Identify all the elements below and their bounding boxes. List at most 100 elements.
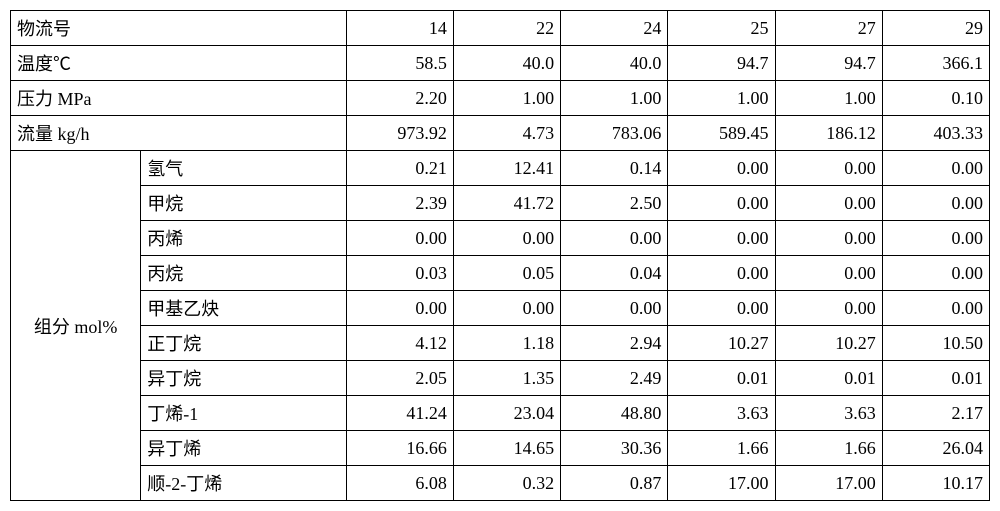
cell: 1.66 [668,431,775,466]
cell: 1.66 [775,431,882,466]
component-label: 异丁烷 [141,361,346,396]
cell: 0.00 [346,291,453,326]
row-label: 压力 MPa [11,81,347,116]
cell: 0.01 [775,361,882,396]
cell: 973.92 [346,116,453,151]
cell: 0.00 [775,221,882,256]
cell: 0.00 [882,221,989,256]
cell: 2.49 [561,361,668,396]
cell: 1.00 [561,81,668,116]
cell: 22 [453,11,560,46]
cell: 2.50 [561,186,668,221]
cell: 2.94 [561,326,668,361]
cell: 1.00 [775,81,882,116]
table-row: 正丁烷 4.12 1.18 2.94 10.27 10.27 10.50 [11,326,990,361]
cell: 0.21 [346,151,453,186]
cell: 0.00 [882,256,989,291]
table-row: 异丁烯 16.66 14.65 30.36 1.66 1.66 26.04 [11,431,990,466]
cell: 17.00 [668,466,775,501]
cell: 94.7 [775,46,882,81]
cell: 94.7 [668,46,775,81]
table-body: 物流号 14 22 24 25 27 29 温度℃ 58.5 40.0 40.0… [11,11,990,501]
cell: 30.36 [561,431,668,466]
cell: 0.00 [882,151,989,186]
row-label: 物流号 [11,11,347,46]
cell: 0.00 [882,291,989,326]
cell: 26.04 [882,431,989,466]
cell: 1.35 [453,361,560,396]
cell: 10.17 [882,466,989,501]
cell: 58.5 [346,46,453,81]
component-label: 氢气 [141,151,346,186]
cell: 4.73 [453,116,560,151]
cell: 40.0 [453,46,560,81]
table-row: 丁烯-1 41.24 23.04 48.80 3.63 3.63 2.17 [11,396,990,431]
cell: 0.00 [775,256,882,291]
cell: 0.10 [882,81,989,116]
cell: 0.32 [453,466,560,501]
cell: 0.00 [668,256,775,291]
cell: 2.39 [346,186,453,221]
cell: 25 [668,11,775,46]
cell: 0.01 [668,361,775,396]
cell: 29 [882,11,989,46]
table-row: 流量 kg/h 973.92 4.73 783.06 589.45 186.12… [11,116,990,151]
cell: 403.33 [882,116,989,151]
cell: 2.17 [882,396,989,431]
cell: 186.12 [775,116,882,151]
row-label: 流量 kg/h [11,116,347,151]
cell: 41.72 [453,186,560,221]
table-row: 丙烷 0.03 0.05 0.04 0.00 0.00 0.00 [11,256,990,291]
table-row: 压力 MPa 2.20 1.00 1.00 1.00 1.00 0.10 [11,81,990,116]
cell: 1.00 [453,81,560,116]
cell: 0.04 [561,256,668,291]
cell: 10.27 [668,326,775,361]
table-row: 甲烷 2.39 41.72 2.50 0.00 0.00 0.00 [11,186,990,221]
cell: 2.20 [346,81,453,116]
component-label: 丙烯 [141,221,346,256]
cell: 0.00 [561,291,668,326]
cell: 366.1 [882,46,989,81]
cell: 3.63 [775,396,882,431]
cell: 41.24 [346,396,453,431]
cell: 3.63 [668,396,775,431]
cell: 0.00 [668,291,775,326]
cell: 0.00 [668,186,775,221]
cell: 14.65 [453,431,560,466]
component-label: 甲烷 [141,186,346,221]
cell: 2.05 [346,361,453,396]
cell: 14 [346,11,453,46]
cell: 0.00 [668,221,775,256]
cell: 4.12 [346,326,453,361]
row-label: 温度℃ [11,46,347,81]
component-label: 异丁烯 [141,431,346,466]
table-row: 甲基乙炔 0.00 0.00 0.00 0.00 0.00 0.00 [11,291,990,326]
component-label: 丁烯-1 [141,396,346,431]
table-row: 异丁烷 2.05 1.35 2.49 0.01 0.01 0.01 [11,361,990,396]
cell: 24 [561,11,668,46]
table-row: 温度℃ 58.5 40.0 40.0 94.7 94.7 366.1 [11,46,990,81]
cell: 17.00 [775,466,882,501]
cell: 6.08 [346,466,453,501]
cell: 23.04 [453,396,560,431]
cell: 589.45 [668,116,775,151]
cell: 40.0 [561,46,668,81]
cell: 0.05 [453,256,560,291]
cell: 1.18 [453,326,560,361]
table-row: 物流号 14 22 24 25 27 29 [11,11,990,46]
cell: 0.87 [561,466,668,501]
cell: 0.03 [346,256,453,291]
cell: 0.00 [346,221,453,256]
cell: 0.00 [453,221,560,256]
cell: 0.01 [882,361,989,396]
component-label: 正丁烷 [141,326,346,361]
cell: 0.00 [775,151,882,186]
cell: 783.06 [561,116,668,151]
data-table: 物流号 14 22 24 25 27 29 温度℃ 58.5 40.0 40.0… [10,10,990,501]
component-label: 丙烷 [141,256,346,291]
cell: 0.00 [882,186,989,221]
component-label: 顺-2-丁烯 [141,466,346,501]
component-label: 甲基乙炔 [141,291,346,326]
cell: 10.27 [775,326,882,361]
component-group-label: 组分 mol% [11,151,141,501]
